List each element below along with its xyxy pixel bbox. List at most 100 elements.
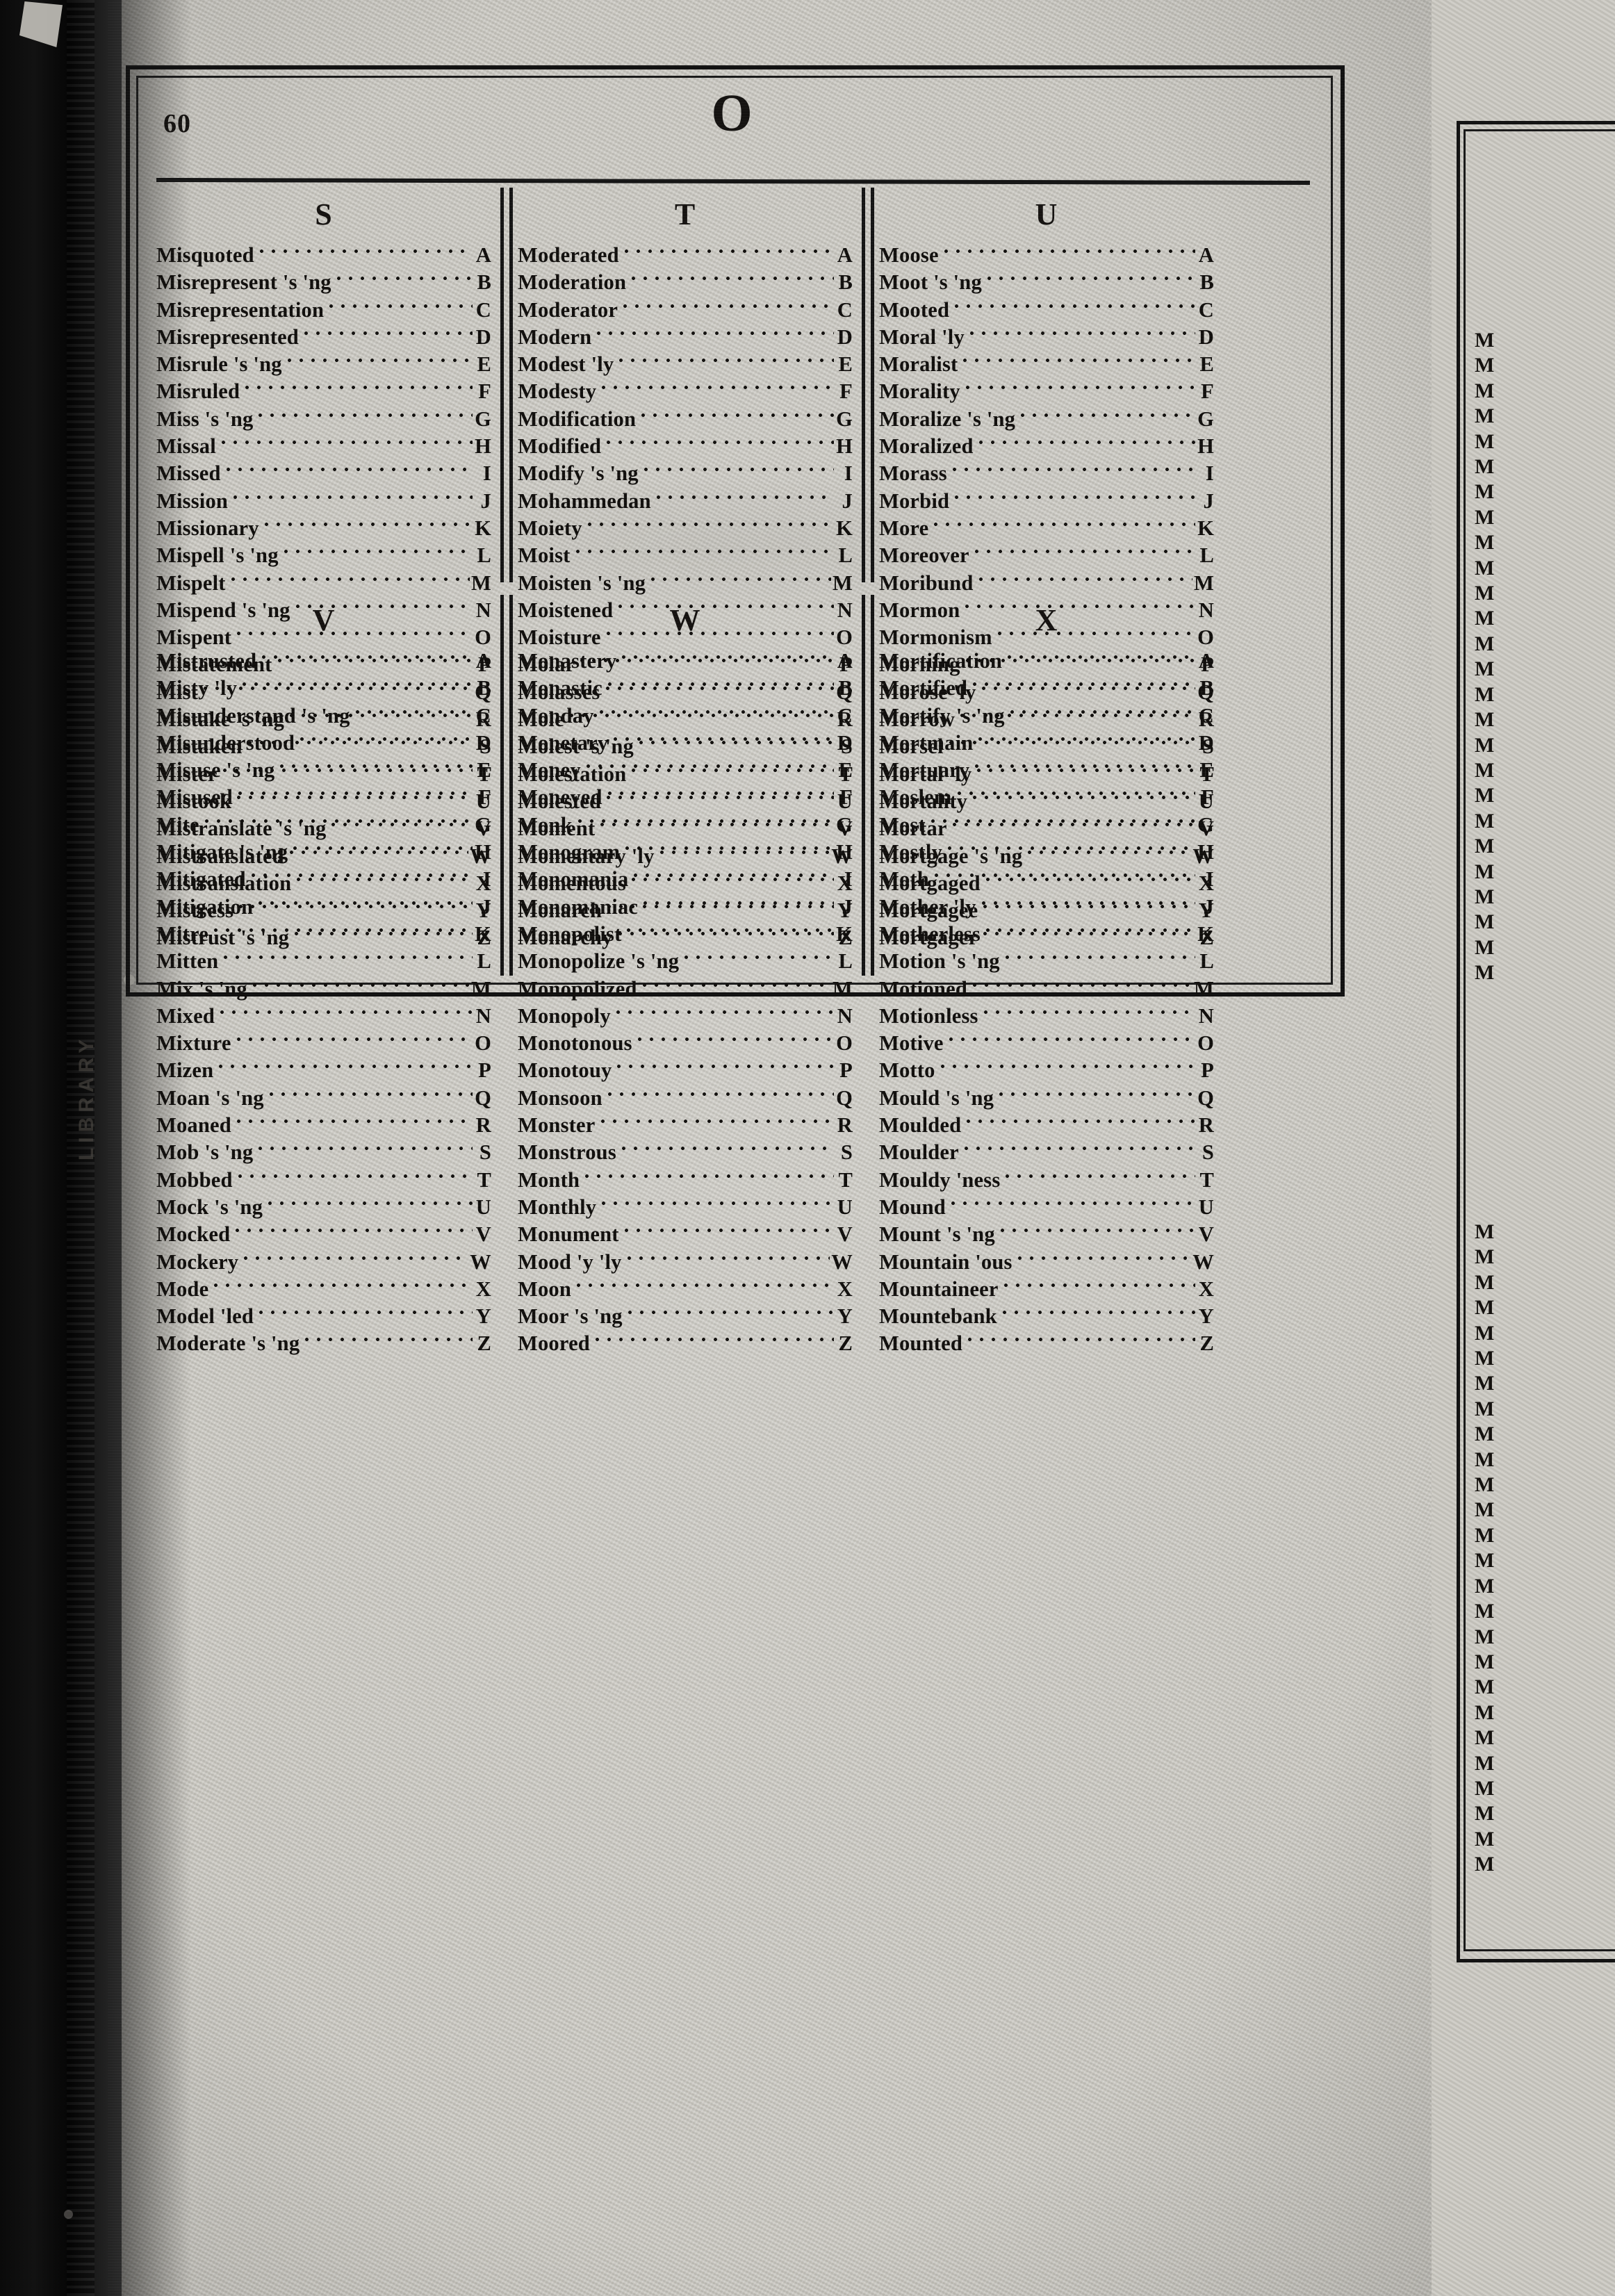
entry-word: Monetary — [518, 730, 609, 755]
dot-leader — [959, 350, 1195, 372]
entry-word: Moth — [879, 867, 929, 892]
dot-leader — [620, 240, 834, 262]
entry-code-letter: R — [475, 1113, 491, 1138]
entry-code-letter: K — [836, 516, 853, 540]
entry-word: Monument — [518, 1222, 619, 1247]
dot-leader — [981, 919, 1195, 941]
dot-leader — [598, 1192, 834, 1214]
entry-code-letter: P — [478, 653, 491, 677]
entry-word: Monsoon — [518, 1085, 602, 1110]
entry-code-letter: K — [475, 516, 491, 540]
column-separator — [871, 595, 874, 976]
code-entry-row: Mispent O — [156, 623, 491, 650]
dot-leader — [248, 974, 470, 996]
code-entry-row: Mount 's 'ng V — [879, 1220, 1214, 1247]
dot-leader — [222, 459, 473, 481]
code-entry-row: Mispell 's 'ng L — [156, 541, 491, 568]
column-separator — [862, 595, 865, 976]
code-entry-row: Misquoted A — [156, 240, 491, 268]
entry-word: Mould 's 'ng — [879, 1085, 994, 1110]
code-entry-row: Mouldy 'ness T — [879, 1165, 1214, 1192]
dot-leader — [1013, 1247, 1192, 1269]
code-entry-row: Moaned R — [156, 1110, 491, 1138]
dot-leader — [926, 810, 1195, 832]
entry-word: Monthly — [518, 1195, 597, 1219]
entry-code-letter: T — [838, 762, 853, 786]
code-entry-row: Moslem F — [879, 782, 1214, 810]
dot-leader — [639, 892, 834, 914]
dot-leader — [602, 623, 834, 645]
dot-leader — [615, 350, 834, 372]
dot-leader — [215, 1056, 473, 1078]
code-entry-row: Monday C — [518, 700, 853, 728]
entry-word: Monopolist — [518, 921, 622, 946]
column-separator — [509, 595, 513, 976]
entry-word: Most — [879, 812, 926, 837]
dot-leader — [623, 1247, 830, 1269]
entry-word: Moralized — [879, 434, 974, 459]
dot-leader — [609, 728, 834, 750]
entry-word: Mocked — [156, 1222, 231, 1247]
entry-word: Mortification — [879, 649, 1003, 673]
code-entry-row: Missed I — [156, 459, 491, 486]
entry-code-letter: P — [839, 653, 853, 677]
code-entry-row: More K — [879, 513, 1214, 541]
entry-word: Moose — [879, 243, 939, 267]
dot-leader — [227, 568, 470, 590]
dot-leader — [289, 837, 473, 860]
dot-leader — [621, 837, 834, 860]
dot-leader — [639, 459, 834, 481]
entry-word: Money — [518, 758, 581, 782]
entry-word: Mitre — [156, 921, 208, 946]
page-left-shadow — [108, 0, 191, 2296]
entry-code-letter: A — [1198, 243, 1214, 267]
dot-leader — [974, 568, 1192, 590]
dot-leader — [581, 1165, 834, 1187]
dot-leader — [633, 1028, 834, 1051]
dot-leader — [951, 295, 1195, 317]
entry-word: Monstrous — [518, 1140, 616, 1165]
dot-leader — [940, 240, 1195, 262]
code-entry-row: Mostly H — [879, 837, 1214, 864]
code-entry-row: Mizen P — [156, 1056, 491, 1083]
entry-word: Misty 'ly — [156, 676, 238, 700]
dot-leader — [962, 1110, 1195, 1133]
entry-word: Mispend 's 'ng — [156, 598, 290, 622]
entry-word: Motherless — [879, 921, 981, 946]
entry-code-letter: L — [477, 949, 491, 974]
dot-leader — [637, 404, 834, 426]
entry-code-letter: A — [475, 243, 491, 267]
code-entry-row: Motive O — [879, 1028, 1214, 1056]
entry-word: Monarchy — [518, 926, 613, 950]
entry-word: Mountebank — [879, 1304, 997, 1329]
dot-leader — [200, 810, 473, 832]
entry-word: Mountaineer — [879, 1277, 999, 1301]
entry-code-letter: T — [477, 1167, 491, 1192]
code-entry-row: Mockery W — [156, 1247, 491, 1274]
entry-code-letter: Z — [838, 926, 853, 950]
entry-word: Motto — [879, 1058, 935, 1083]
entry-code-letter: X — [837, 1277, 853, 1301]
entry-word: Monopolize 's 'ng — [518, 949, 680, 974]
entry-word: Mixture — [156, 1031, 231, 1056]
code-entry-row: Moderate 's 'ng Z — [156, 1329, 491, 1356]
entry-word: Motion 's 'ng — [879, 949, 1000, 974]
code-entry-row: Mistrusted A — [156, 646, 491, 673]
code-entry-row: Motioned M — [879, 974, 1214, 1001]
dot-leader — [948, 459, 1195, 481]
dot-leader — [999, 1274, 1195, 1296]
code-entry-row: Mortmain D — [879, 728, 1214, 755]
code-block-x: X Mortification A Mortified B Mortify 's 'ng… — [879, 598, 1214, 1356]
entry-word: Mount 's 'ng — [879, 1222, 995, 1247]
entry-word: Miss 's 'ng — [156, 407, 254, 431]
code-entry-row: Moral 'ly D — [879, 322, 1214, 350]
entry-code-letter: U — [475, 789, 491, 813]
entry-code-letter: P — [478, 1058, 491, 1083]
entry-code-letter: I — [1205, 867, 1214, 892]
entry-code-letter: F — [1201, 785, 1214, 810]
entry-code-letter: G — [1197, 407, 1214, 431]
entry-code-letter: L — [1199, 543, 1214, 568]
entry-word: Mortify 's 'ng — [879, 703, 1005, 728]
entry-word: Moulder — [879, 1140, 959, 1165]
entry-code-letter: U — [475, 1195, 491, 1219]
